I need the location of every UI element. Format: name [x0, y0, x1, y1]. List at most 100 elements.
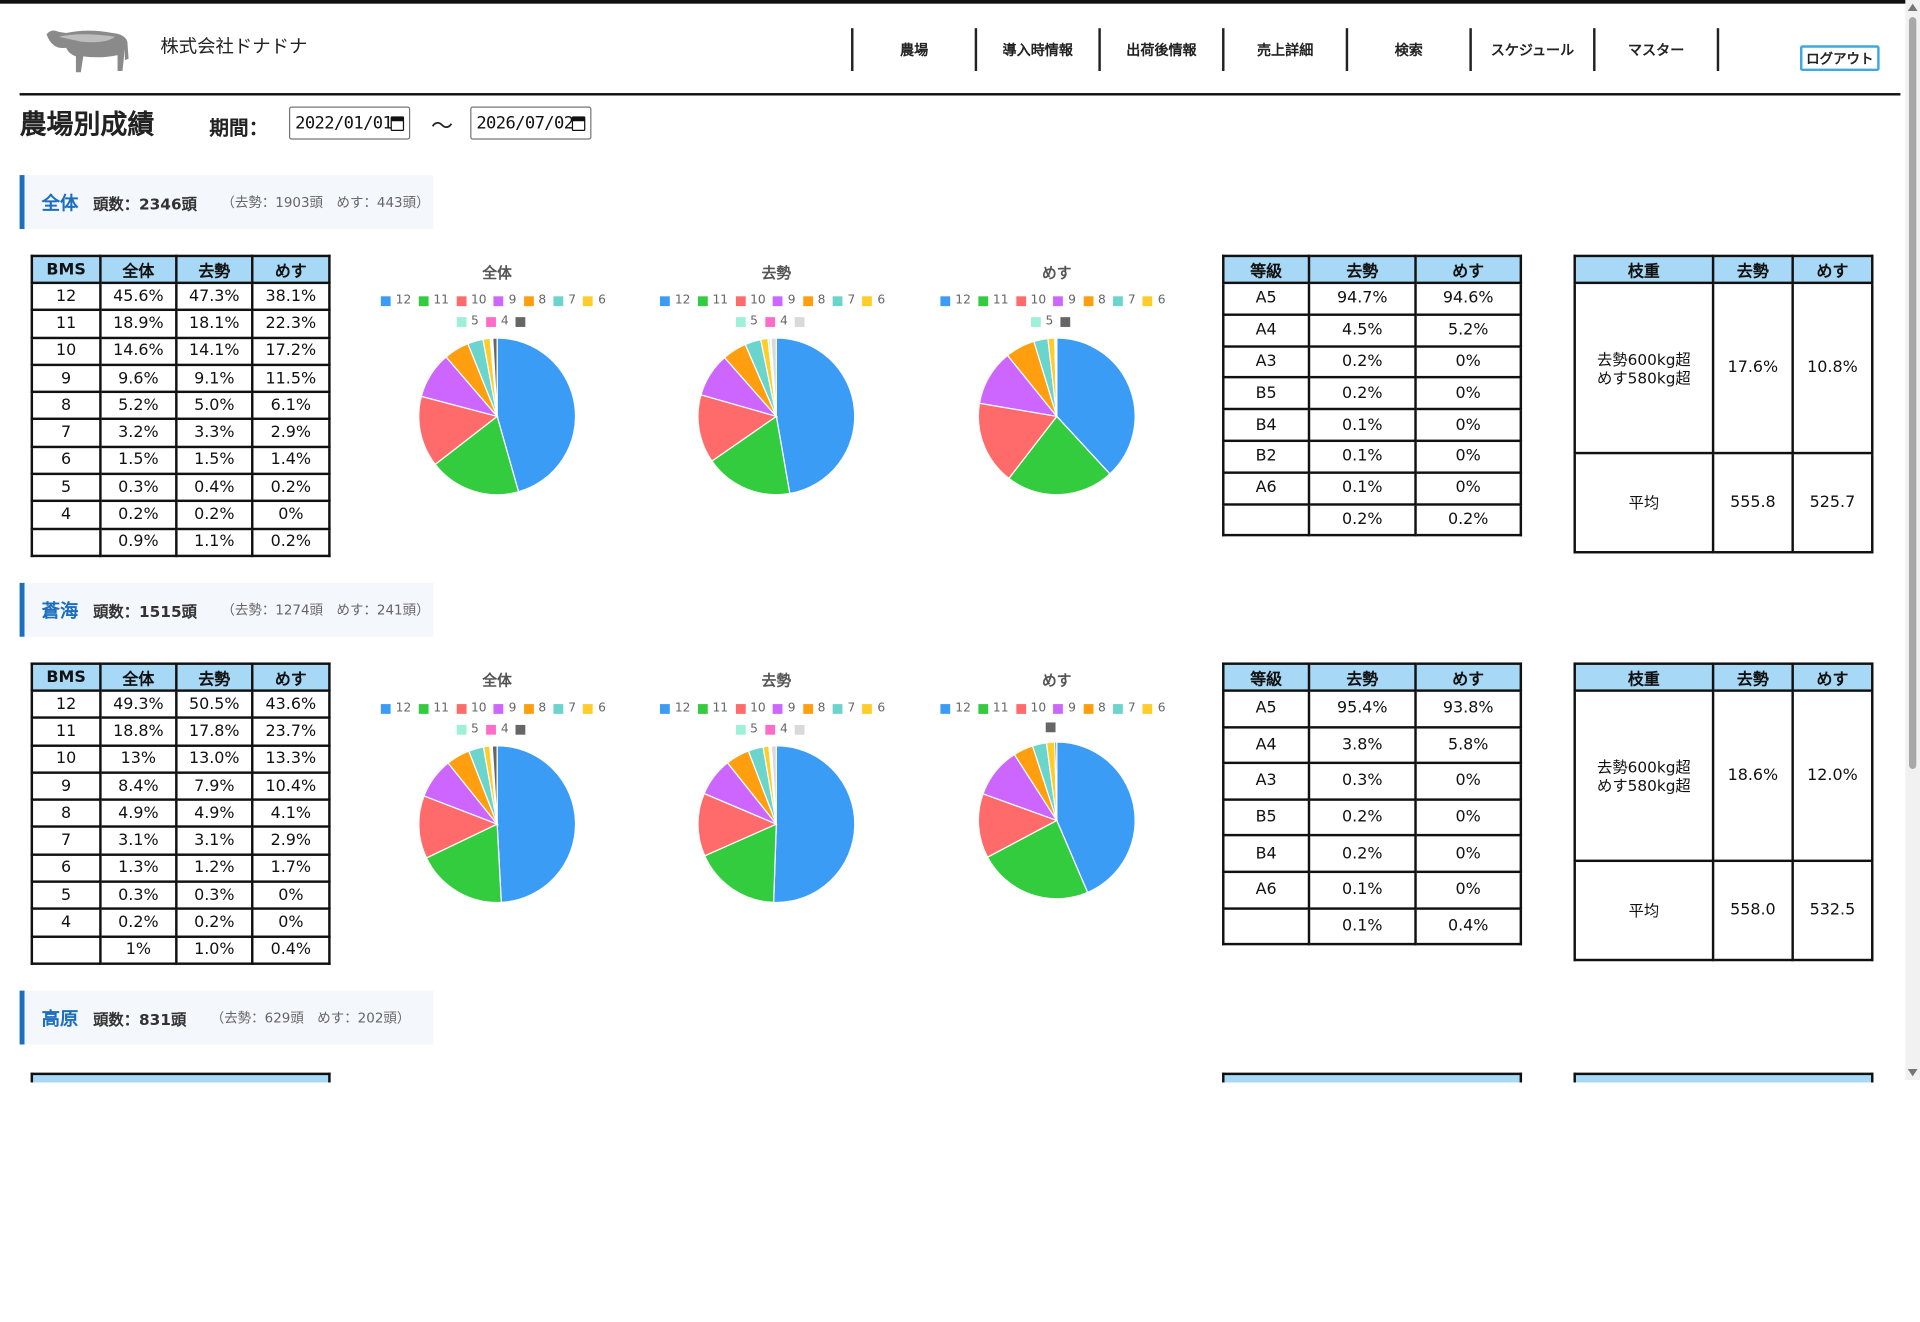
legend-item[interactable]: 9 [1053, 294, 1076, 307]
legend-item[interactable]: 9 [493, 294, 516, 307]
pie-slice-12[interactable] [1056, 337, 1136, 475]
legend-item[interactable]: 12 [940, 294, 971, 307]
legend-item[interactable]: 10 [735, 294, 766, 307]
legend-item[interactable]: 7 [553, 702, 576, 715]
page-scrollbar[interactable] [1905, 0, 1920, 1081]
legend-item[interactable]: 8 [802, 294, 825, 307]
pie-slice-10[interactable] [697, 394, 778, 462]
legend-item[interactable]: 11 [978, 294, 1009, 307]
legend-item[interactable]: 5 [456, 315, 479, 328]
pie-slice-12[interactable] [496, 745, 577, 903]
legend-item[interactable]: 8 [1083, 702, 1106, 715]
legend-item[interactable]: 6 [583, 294, 606, 307]
legend-item[interactable]: 6 [862, 294, 885, 307]
pie-slice-11[interactable] [1008, 415, 1111, 496]
legend-item[interactable] [795, 722, 810, 735]
legend-item[interactable]: 7 [1113, 702, 1136, 715]
legend-item[interactable]: 10 [735, 702, 766, 715]
nav-intake-info[interactable]: 導入時情報 [977, 28, 1101, 72]
legend-item[interactable] [515, 315, 531, 328]
legend-item[interactable] [1045, 722, 1061, 733]
logout-button[interactable]: ログアウト [1800, 45, 1880, 72]
legend-item[interactable]: 12 [380, 702, 411, 715]
nav-search[interactable]: 検索 [1348, 28, 1472, 72]
nav-farm[interactable]: 農場 [853, 28, 978, 72]
pie-slice-11[interactable] [434, 415, 520, 496]
pie-slice-11[interactable] [425, 823, 502, 904]
scroll-up-arrow[interactable] [1907, 3, 1918, 12]
legend-item[interactable]: 10 [456, 702, 487, 715]
pie-slice-11[interactable] [711, 415, 791, 496]
pie-slice-11[interactable] [703, 823, 777, 904]
legend-item[interactable]: 12 [660, 294, 690, 307]
legend-item[interactable]: 12 [660, 702, 690, 715]
legend-item[interactable]: 9 [773, 294, 796, 307]
legend-item[interactable]: 10 [1015, 702, 1046, 715]
pie-slice-11[interactable] [986, 819, 1089, 900]
legend-item[interactable]: 12 [380, 294, 411, 307]
legend-item[interactable]: 4 [765, 722, 788, 736]
calendar-icon[interactable] [390, 116, 405, 132]
legend-item[interactable]: 6 [862, 702, 885, 715]
legend-item[interactable]: 7 [832, 294, 855, 307]
nav-sales-detail[interactable]: 売上詳細 [1225, 28, 1349, 72]
nav-master[interactable]: マスター [1596, 28, 1720, 72]
legend-item[interactable]: 11 [697, 702, 728, 715]
legend-item[interactable]: 6 [583, 702, 606, 715]
legend-item[interactable]: 7 [1113, 294, 1136, 307]
legend-item[interactable]: 7 [832, 702, 855, 715]
calendar-icon[interactable] [571, 116, 586, 132]
pie-slice-10[interactable] [977, 792, 1059, 858]
table-row: 7 3.2% 3.3% 2.9% [30, 418, 331, 448]
pie-slice-blank[interactable] [770, 337, 777, 417]
legend-item[interactable]: 6 [1143, 702, 1166, 715]
pie-slice-10[interactable] [697, 792, 778, 857]
legend-item[interactable] [1060, 315, 1076, 328]
legend-item[interactable]: 11 [697, 294, 728, 307]
table-cell: 12 [30, 689, 102, 720]
legend-item[interactable]: 8 [523, 702, 546, 715]
pie-slice-10[interactable] [977, 402, 1058, 480]
legend-item[interactable]: 7 [553, 294, 576, 307]
legend-item[interactable]: 11 [978, 702, 1009, 715]
pie-slice-12[interactable] [775, 337, 856, 495]
legend-item[interactable]: 5 [735, 722, 758, 736]
legend-item[interactable]: 9 [493, 702, 516, 715]
pie-slice-12[interactable] [496, 337, 577, 493]
legend-item[interactable] [795, 315, 810, 328]
pie-slice-12[interactable] [772, 745, 856, 904]
legend-item[interactable]: 11 [418, 294, 449, 307]
pie-slice-dark[interactable] [492, 337, 498, 417]
legend-item[interactable]: 8 [523, 294, 546, 307]
legend-item[interactable]: 11 [418, 702, 449, 715]
legend-item[interactable]: 8 [802, 702, 825, 715]
nav-schedule[interactable]: スケジュール [1472, 28, 1596, 72]
legend-item[interactable]: 4 [486, 315, 509, 328]
legend-item[interactable]: 9 [773, 702, 796, 715]
legend-item[interactable]: 5 [456, 722, 479, 736]
pie-slice-10[interactable] [418, 395, 499, 466]
pie-slice-blank[interactable] [770, 745, 777, 825]
legend-item[interactable]: 9 [1053, 702, 1076, 715]
scroll-down-arrow[interactable] [1907, 1068, 1918, 1077]
legend-item[interactable]: 4 [486, 722, 509, 736]
legend-item[interactable] [515, 722, 531, 735]
pie-slice-12[interactable] [1056, 741, 1136, 894]
table-cell: 平均 [1573, 451, 1715, 554]
legend-item[interactable]: 5 [1030, 315, 1053, 328]
legend-item[interactable]: 12 [940, 702, 971, 715]
date-to-input[interactable]: 2026/07/02 [470, 106, 592, 140]
pie-slice-dark[interactable] [1054, 741, 1058, 821]
legend-item[interactable]: 10 [1015, 294, 1046, 307]
pie-slice-dark[interactable] [491, 745, 498, 825]
scroll-thumb[interactable] [1908, 17, 1917, 769]
legend-item[interactable]: 6 [1143, 294, 1166, 307]
legend-item[interactable]: 8 [1083, 294, 1106, 307]
legend-item[interactable]: 10 [456, 294, 487, 307]
legend-item[interactable]: 5 [735, 315, 758, 328]
nav-shipping-info[interactable]: 出荷後情報 [1101, 28, 1225, 72]
pie-slice-10[interactable] [418, 795, 499, 859]
pie-slice-dark[interactable] [1055, 337, 1058, 417]
date-from-input[interactable]: 2022/01/01 [288, 106, 411, 140]
legend-item[interactable]: 4 [765, 315, 788, 328]
